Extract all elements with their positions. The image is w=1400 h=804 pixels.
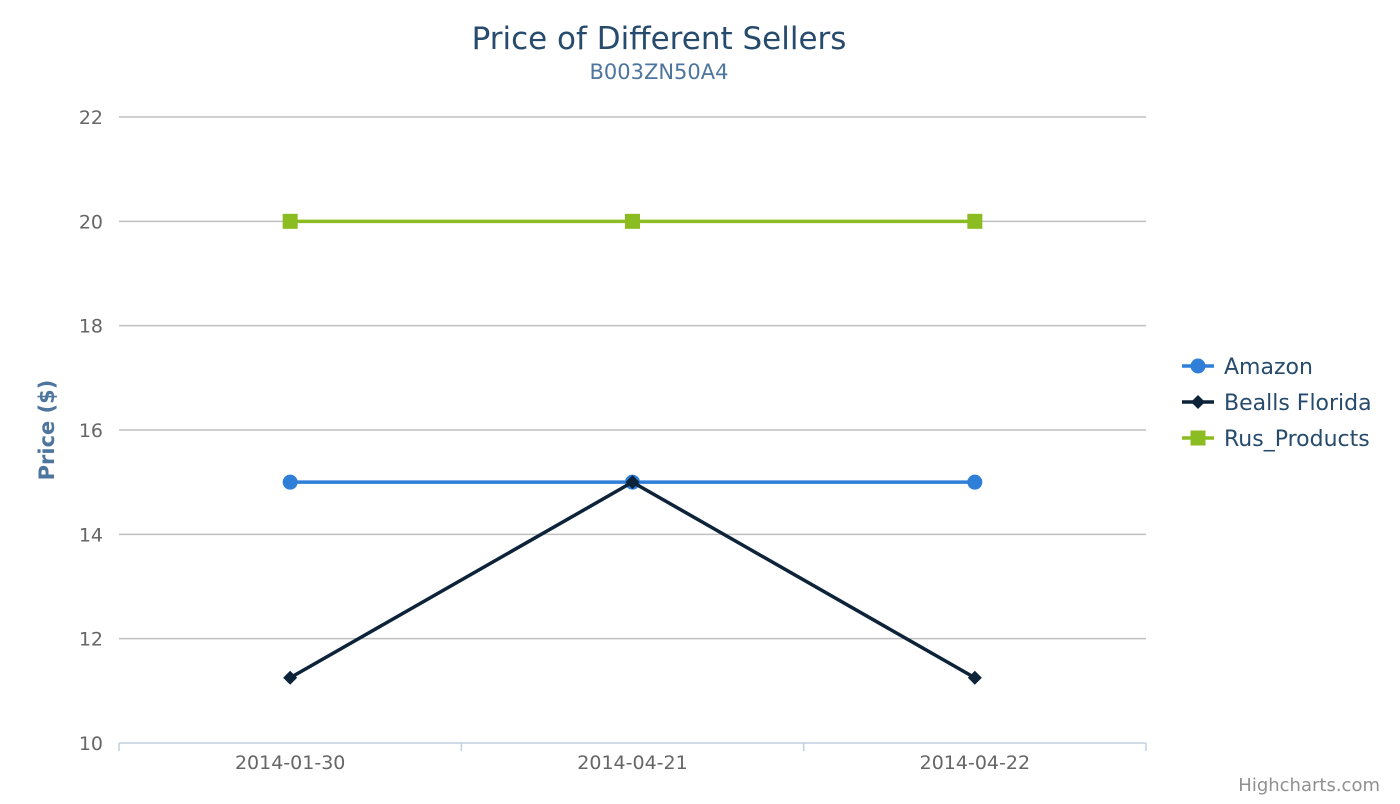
- legend-marker[interactable]: [1190, 430, 1206, 446]
- y-axis: 10 12 14 16 18 20 22: [79, 107, 103, 755]
- y-tick-label: 10: [79, 733, 103, 755]
- y-tick-label: 22: [79, 107, 103, 129]
- legend-item[interactable]: Amazon: [1182, 355, 1313, 380]
- y-tick-label: 18: [79, 316, 103, 338]
- x-tick-label: 2014-04-22: [920, 752, 1030, 774]
- x-tick-label: 2014-04-21: [577, 752, 687, 774]
- data-point[interactable]: [967, 213, 983, 229]
- y-tick-label: 20: [79, 211, 103, 233]
- credits-link[interactable]: Highcharts.com: [1238, 775, 1380, 796]
- legend-label: Bealls Florida: [1224, 391, 1372, 416]
- data-point[interactable]: [967, 474, 983, 490]
- data-point[interactable]: [625, 475, 640, 490]
- data-point[interactable]: [282, 213, 298, 229]
- x-tick-label: 2014-01-30: [235, 752, 345, 774]
- series-bealls-florida: [283, 475, 982, 685]
- series: [282, 213, 983, 685]
- y-axis-title: Price ($): [35, 380, 59, 481]
- data-point[interactable]: [283, 670, 298, 685]
- legend-item[interactable]: Bealls Florida: [1182, 391, 1372, 416]
- legend-label: Rus_Products: [1224, 427, 1370, 452]
- series-line: [288, 480, 977, 680]
- chart-title: Price of Different Sellers: [472, 21, 847, 57]
- y-tick-label: 12: [79, 629, 103, 651]
- data-point[interactable]: [967, 670, 982, 685]
- y-tick-label: 16: [79, 420, 103, 442]
- data-point[interactable]: [625, 213, 640, 229]
- legend-label: Amazon: [1224, 355, 1313, 380]
- data-point[interactable]: [282, 474, 298, 490]
- legend: Amazon Bealls Florida Rus_Products: [1182, 355, 1372, 452]
- x-axis: 2014-01-30 2014-04-21 2014-04-22: [118, 742, 1147, 774]
- y-tick-label: 14: [79, 524, 103, 546]
- chart-subtitle: B003ZN50A4: [589, 60, 728, 84]
- legend-marker[interactable]: [1191, 395, 1205, 409]
- series-rus-products: [282, 213, 983, 229]
- legend-marker[interactable]: [1190, 358, 1206, 374]
- gridlines: [119, 116, 1146, 640]
- legend-item[interactable]: Rus_Products: [1182, 427, 1370, 452]
